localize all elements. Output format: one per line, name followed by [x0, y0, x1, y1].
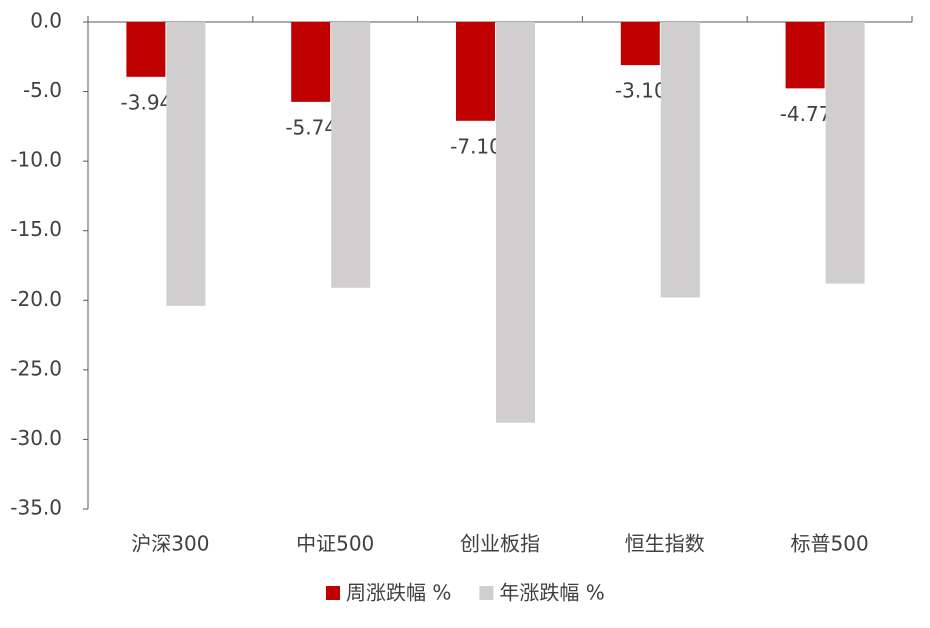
x-tick-label: 创业板指: [460, 532, 540, 556]
legend-swatch: [326, 586, 340, 600]
y-tick-label: -25.0: [10, 356, 62, 380]
legend-label: 周涨跌幅 %: [346, 581, 451, 605]
bar: [291, 22, 331, 102]
data-label: -5.74: [285, 115, 337, 139]
x-tick-label: 恒生指数: [625, 532, 705, 556]
bar: [785, 22, 825, 89]
bar: [620, 22, 660, 66]
x-tick-label: 沪深300: [131, 532, 209, 556]
y-tick-label: -20.0: [10, 287, 62, 311]
data-label: -3.10: [615, 79, 667, 103]
bar: [660, 22, 700, 298]
legend-swatch: [479, 586, 494, 600]
bar: [331, 22, 371, 288]
x-tick-label: 中证500: [296, 532, 374, 556]
legend-label: 年涨跌幅 %: [499, 581, 604, 605]
bar: [496, 22, 535, 423]
data-label: -3.94: [121, 90, 173, 114]
y-tick-label: -10.0: [10, 148, 62, 172]
data-label: -4.77: [780, 102, 832, 126]
y-tick-label: 0.0: [30, 9, 62, 33]
data-label: -7.10: [450, 134, 502, 158]
y-tick-label: -5.0: [23, 78, 62, 102]
bar: [126, 22, 166, 77]
bar: [825, 22, 865, 284]
y-tick-label: -15.0: [10, 217, 62, 241]
y-tick-label: -30.0: [10, 426, 62, 450]
bar: [166, 22, 206, 306]
y-tick-label: -35.0: [10, 496, 62, 520]
bar: [456, 22, 495, 121]
x-tick-label: 标普500: [791, 532, 869, 556]
